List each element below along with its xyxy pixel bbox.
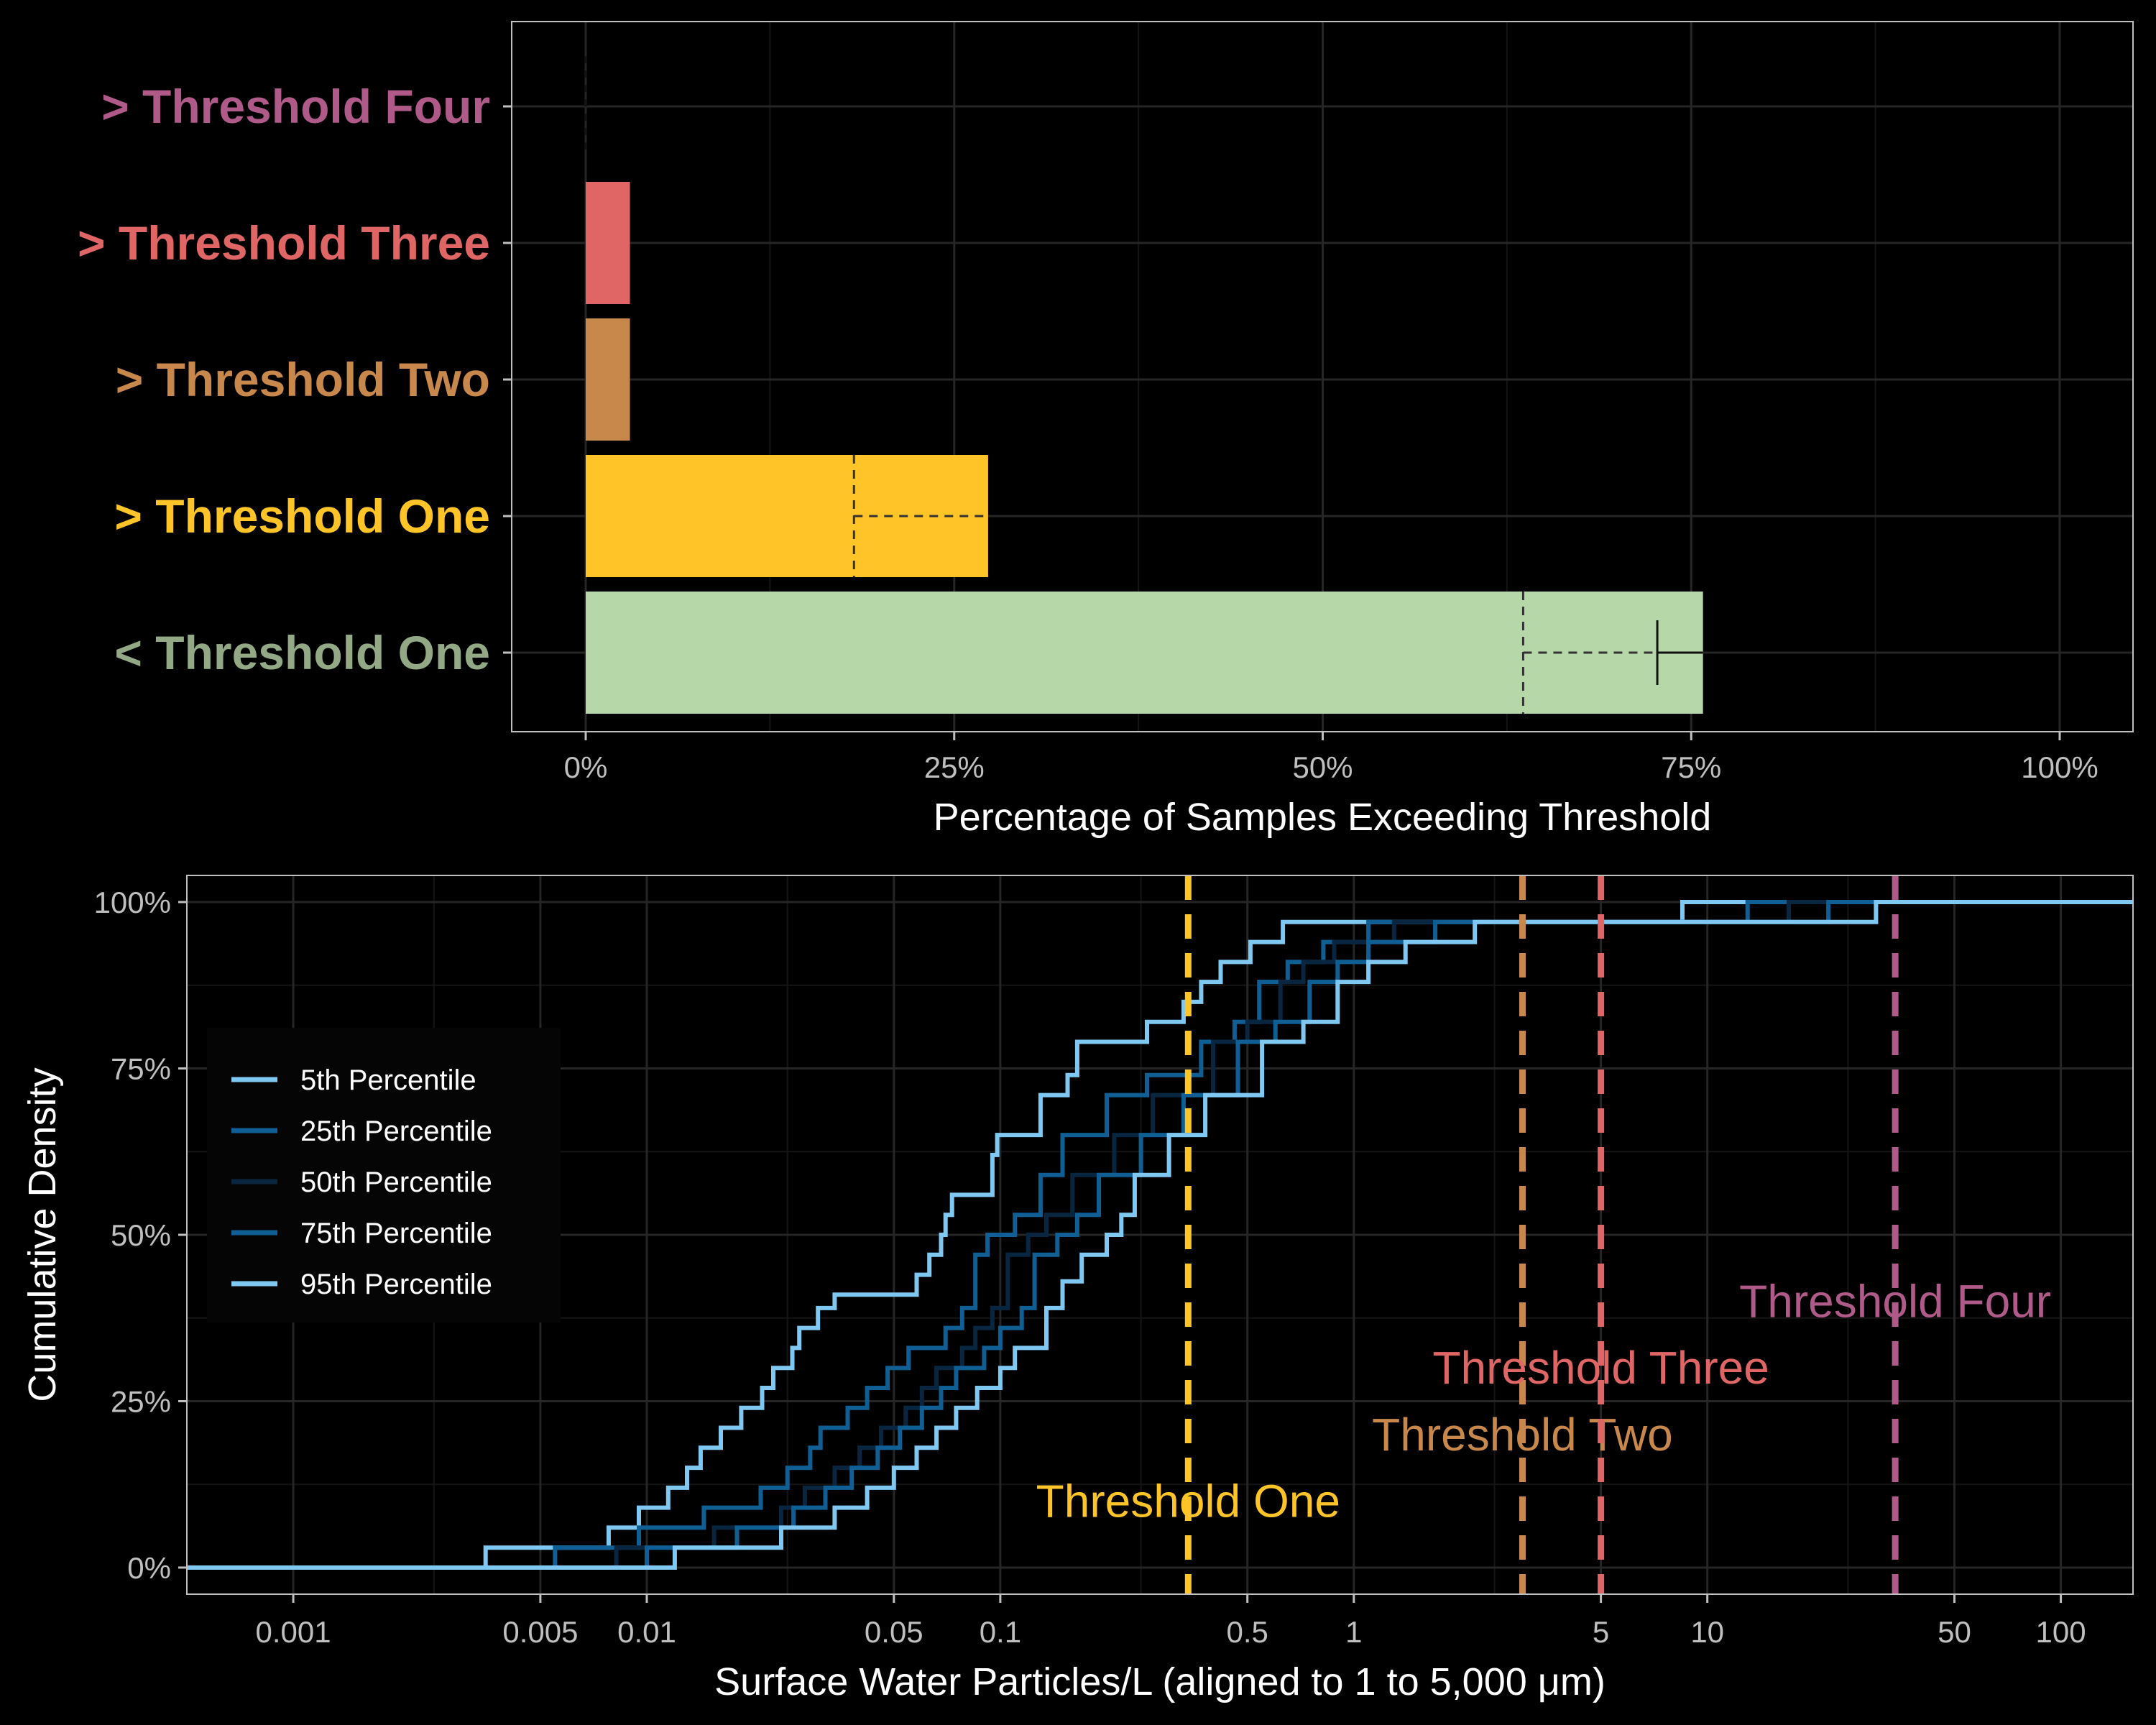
ecdf-series-line-1: [187, 900, 2133, 1570]
ecdf-x-tick-label: 0.05: [865, 1615, 923, 1649]
bar-category-label: > Threshold Three: [78, 216, 490, 270]
ecdf-legend-label: 25th Percentile: [300, 1116, 492, 1147]
ecdf-legend-label: 5th Percentile: [300, 1064, 476, 1096]
ecdf-legend-label: 95th Percentile: [300, 1269, 492, 1300]
ecdf-x-tick-label: 0.01: [617, 1615, 676, 1649]
ecdf-threshold-label: Threshold Four: [1739, 1276, 2051, 1328]
ecdf-legend: 5th Percentile 25th Percentile 50th Percen…: [207, 1028, 561, 1322]
ecdf-threshold-label: Threshold Two: [1372, 1409, 1673, 1460]
bar-category-label: < Threshold One: [114, 626, 490, 679]
ecdf-series-line-2: [187, 900, 2133, 1570]
ecdf-y-tick-label: 100%: [94, 886, 171, 919]
ecdf-series-line-4: [187, 900, 2133, 1570]
bar: [586, 318, 630, 441]
ecdf-threshold-label: Threshold Three: [1432, 1342, 1769, 1394]
bar-x-tick-label: 100%: [2021, 750, 2098, 784]
bar: [586, 182, 630, 304]
ecdf-legend-label: 75th Percentile: [300, 1218, 492, 1249]
bar-x-axis-title: Percentage of Samples Exceeding Threshol…: [934, 796, 1712, 839]
bar-category-label: > Threshold Two: [116, 353, 490, 406]
ecdf-x-tick-label: 0.001: [256, 1615, 331, 1649]
ecdf-x-tick-label: 1: [1345, 1615, 1362, 1649]
ecdf-x-axis-title: Surface Water Particles/L (aligned to 1 …: [714, 1660, 1606, 1703]
bar-x-tick-label: 0%: [564, 750, 608, 784]
ecdf-series-line-5: [187, 900, 2133, 1570]
bar: [586, 455, 988, 577]
ecdf-threshold-label: Threshold One: [1036, 1475, 1340, 1527]
ecdf-x-tick-label: 100: [2036, 1615, 2086, 1649]
ecdf-y-axis-title: Cumulative Density: [21, 1067, 64, 1402]
bar-x-tick-label: 25%: [924, 750, 985, 784]
ecdf-y-tick-label: 25%: [111, 1384, 171, 1418]
ecdf-legend-background: [207, 1028, 561, 1322]
bar-x-tick-label: 75%: [1661, 750, 1721, 784]
ecdf-chart: Threshold One Threshold Two Threshold Thre…: [21, 875, 2134, 1703]
bar-chart: > Threshold Four > Threshold Three > Thres…: [78, 21, 2134, 839]
ecdf-x-tick-label: 0.005: [502, 1615, 578, 1649]
ecdf-x-tick-label: 0.1: [980, 1615, 1021, 1649]
ecdf-y-tick-label: 0%: [127, 1551, 171, 1585]
bar: [586, 592, 1703, 714]
bar-category-label: > Threshold Four: [101, 80, 490, 133]
ecdf-x-tick-label: 0.5: [1227, 1615, 1268, 1649]
ecdf-x-tick-label: 5: [1593, 1615, 1609, 1649]
ecdf-x-tick-label: 10: [1690, 1615, 1724, 1649]
bar-x-tick-label: 50%: [1292, 750, 1353, 784]
bar-category-label: > Threshold One: [114, 489, 490, 543]
ecdf-legend-label: 50th Percentile: [300, 1167, 492, 1198]
ecdf-y-tick-label: 50%: [111, 1218, 171, 1252]
ecdf-y-tick-label: 75%: [111, 1052, 171, 1086]
ecdf-x-tick-label: 50: [1938, 1615, 1971, 1649]
